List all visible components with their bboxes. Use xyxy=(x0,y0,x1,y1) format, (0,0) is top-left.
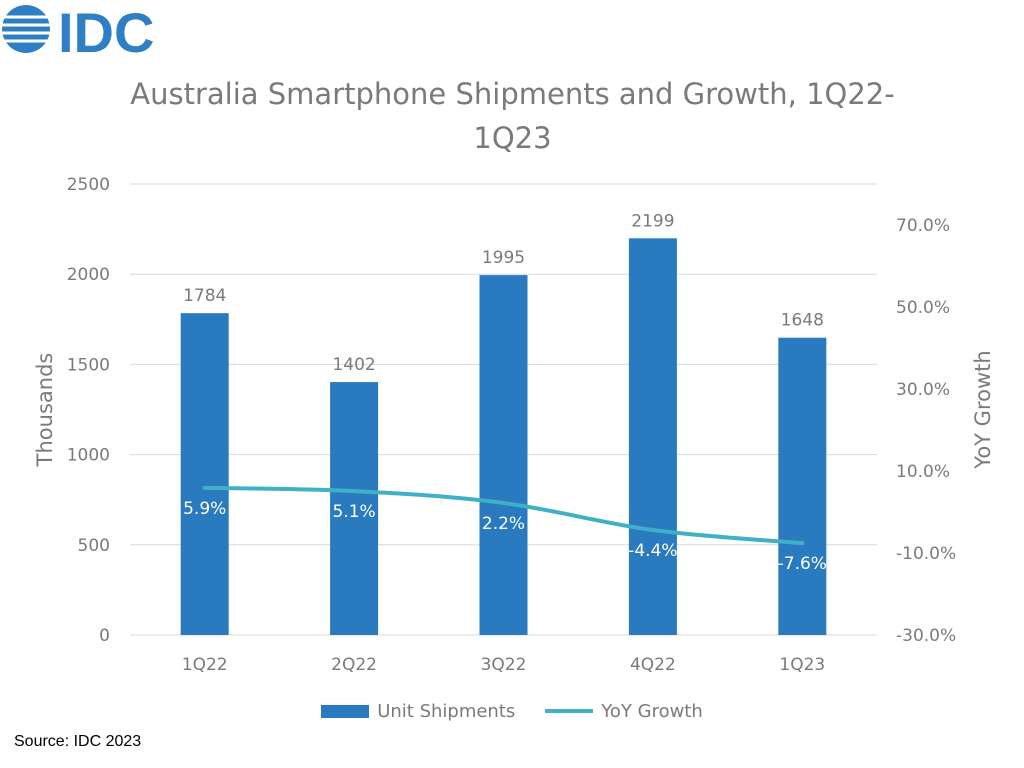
y2-tick-label: -10.0% xyxy=(896,544,956,564)
y2-tick-label: 70.0% xyxy=(896,216,950,236)
source-note: Source: IDC 2023 xyxy=(14,733,142,750)
x-tick-label: 1Q22 xyxy=(182,655,228,675)
yoy-growth-label: 2.2% xyxy=(482,514,525,534)
y-tick-label: 2000 xyxy=(67,265,110,285)
chart-title-line-1: Australia Smartphone Shipments and Growt… xyxy=(130,77,895,111)
chart-title-line-2: 1Q23 xyxy=(473,121,552,155)
y2-axis-title: YoY Growth xyxy=(971,350,995,469)
bar-value-label: 1648 xyxy=(781,311,824,331)
yoy-growth-label: 5.1% xyxy=(332,502,375,522)
idc-logo: IDC xyxy=(2,1,154,62)
yoy-growth-label: -4.4% xyxy=(628,541,677,561)
y2-tick-label: -30.0% xyxy=(896,626,956,646)
legend-item-yoy-growth: YoY Growth xyxy=(545,701,703,722)
legend-label: Unit Shipments xyxy=(377,700,516,722)
yoy-growth-label: -7.6% xyxy=(778,554,827,574)
x-tick-label: 2Q22 xyxy=(331,655,377,675)
legend-swatch-line xyxy=(545,709,594,713)
bar-value-label: 1784 xyxy=(183,286,226,306)
y2-tick-label: 30.0% xyxy=(896,380,950,400)
legend-label: YoY Growth xyxy=(601,700,703,722)
chart-title: Australia Smartphone Shipments and Growt… xyxy=(60,72,965,160)
y-tick-label: 0 xyxy=(99,626,110,646)
bar xyxy=(180,313,229,635)
y2-tick-label: 50.0% xyxy=(896,298,950,318)
legend: Unit Shipments YoY Growth xyxy=(0,698,1024,724)
bar-value-label: 1402 xyxy=(332,355,375,375)
y-tick-label: 2500 xyxy=(67,175,110,195)
bar xyxy=(628,238,677,635)
x-tick-label: 1Q23 xyxy=(779,655,825,675)
bar-value-label: 2199 xyxy=(631,211,674,231)
bar-value-label: 1995 xyxy=(482,248,525,268)
y-tick-label: 1000 xyxy=(67,446,110,466)
bar xyxy=(778,337,827,635)
yoy-growth-label: 5.9% xyxy=(183,499,226,519)
y-tick-label: 1500 xyxy=(67,355,110,375)
x-tick-label: 4Q22 xyxy=(630,655,676,675)
idc-logo-text: IDC xyxy=(58,1,154,62)
y-axis-title: Thousands xyxy=(33,353,57,468)
bar xyxy=(479,275,528,635)
x-tick-label: 3Q22 xyxy=(481,655,527,675)
legend-item-unit-shipments: Unit Shipments xyxy=(321,701,515,722)
y-tick-label: 500 xyxy=(78,536,110,556)
legend-swatch-bar xyxy=(321,704,370,718)
bar xyxy=(330,382,379,635)
y2-tick-label: 10.0% xyxy=(896,462,950,482)
